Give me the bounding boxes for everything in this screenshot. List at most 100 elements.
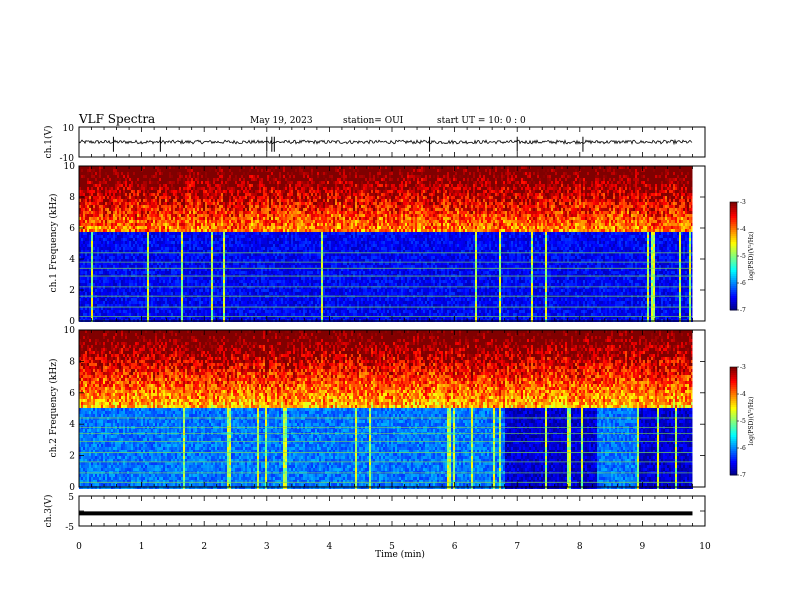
spectrogram-cell (117, 292, 119, 295)
spectrogram-cell (119, 199, 121, 202)
spectrogram-cell (187, 196, 189, 199)
spectrogram-cell (95, 265, 97, 268)
spectrogram-cell (99, 235, 101, 238)
spectrogram-cell (153, 298, 155, 301)
spectrogram-cell (205, 178, 207, 181)
spectrogram-cell (143, 175, 145, 178)
spectrogram-cell (81, 226, 83, 229)
spectrogram-cell (197, 229, 199, 232)
spectrogram-cell (211, 256, 213, 259)
spectrogram-cell (171, 256, 173, 259)
spectrogram-cell (85, 265, 87, 268)
spectrogram-cell (121, 178, 123, 181)
spectrogram-cell (125, 301, 127, 304)
spectrogram-cell (129, 211, 131, 214)
spectrogram-cell (113, 247, 115, 250)
spectrogram-cell (163, 265, 165, 268)
spectrogram-cell (169, 178, 171, 181)
spectrogram-cell (107, 274, 109, 277)
spectrogram-cell (83, 241, 85, 244)
spectrogram-cell (113, 241, 115, 244)
spectrogram-cell (131, 253, 133, 256)
spectrogram-cell (151, 280, 153, 283)
spectrogram-cell (175, 292, 177, 295)
spectrogram-cell (115, 202, 117, 205)
spectrogram-cell (199, 244, 201, 247)
spectrogram-cell (167, 298, 169, 301)
spectrogram-cell (191, 232, 193, 235)
spectrogram-cell (181, 181, 183, 184)
spectrogram-cell (97, 211, 99, 214)
spectrogram-cell (171, 307, 173, 310)
spectrogram-cell (139, 286, 141, 289)
spectrogram-cell (143, 187, 145, 190)
spectrogram-cell (83, 247, 85, 250)
spectrogram-cell (89, 274, 91, 277)
spectrogram-cell (205, 190, 207, 193)
spectrogram-cell (165, 175, 167, 178)
spectrogram-cell (97, 184, 99, 187)
spectrogram-cell (101, 190, 103, 193)
spectrogram-cell (145, 244, 147, 247)
spectrogram-cell (151, 202, 153, 205)
spectrogram-cell (97, 235, 99, 238)
spectrogram-cell (119, 172, 121, 175)
spectrogram-cell (171, 271, 173, 274)
spectrogram-cell (107, 226, 109, 229)
spectrogram-cell (103, 184, 105, 187)
spectrogram-cell (201, 313, 203, 316)
spectrogram-cell (151, 199, 153, 202)
spectrogram-cell (185, 217, 187, 220)
spectrogram-cell (115, 226, 117, 229)
spectrogram-cell (119, 271, 121, 274)
spectrogram-cell (87, 310, 89, 313)
spectrogram-cell (125, 289, 127, 292)
spectrogram-cell (83, 223, 85, 226)
spectrogram-cell (159, 214, 161, 217)
spectrogram-cell (189, 247, 191, 250)
spectrogram-cell (175, 256, 177, 259)
spectrogram-cell (125, 238, 127, 241)
spectrogram-cell (177, 226, 179, 229)
spectrogram-cell (101, 307, 103, 310)
spectrogram-cell (125, 232, 127, 235)
spectrogram-cell (113, 289, 115, 292)
spectrogram-cell (109, 298, 111, 301)
spectrogram-cell (81, 283, 83, 286)
spectrogram-cell (99, 214, 101, 217)
spectrogram-cell (207, 304, 209, 307)
spectrogram-cell (209, 205, 211, 208)
spectrogram-cell (95, 178, 97, 181)
spectrogram-cell (211, 286, 213, 289)
spectrogram-cell (101, 178, 103, 181)
spectrogram-cell (93, 298, 95, 301)
spectrogram-cell (129, 271, 131, 274)
spectrogram-cell (155, 211, 157, 214)
spectrogram-cell (131, 232, 133, 235)
spectrogram-cell (173, 310, 175, 313)
spectrogram-cell (137, 193, 139, 196)
spectrogram-cell (135, 229, 137, 232)
spectrogram-cell (197, 199, 199, 202)
spectrogram-cell (117, 220, 119, 223)
spectrogram-cell (199, 178, 201, 181)
spectrogram-cell (139, 223, 141, 226)
spectrogram-cell (103, 196, 105, 199)
spectrogram-cell (167, 280, 169, 283)
spectrogram-cell (181, 232, 183, 235)
spectrogram-cell (207, 277, 209, 280)
spectrogram-cell (129, 259, 131, 262)
spectrogram-cell (85, 223, 87, 226)
spectrogram-cell (135, 223, 137, 226)
spectrogram-cell (119, 286, 121, 289)
spectrogram-cell (95, 205, 97, 208)
spectrogram-cell (181, 277, 183, 280)
spectrogram-cell (109, 289, 111, 292)
spectrogram-cell (151, 187, 153, 190)
spectrogram-cell (187, 184, 189, 187)
spectrogram-cell (159, 244, 161, 247)
spectrogram-cell (209, 289, 211, 292)
spectrogram-cell (115, 286, 117, 289)
spectrogram-cell (199, 220, 201, 223)
spectrogram-cell (209, 271, 211, 274)
